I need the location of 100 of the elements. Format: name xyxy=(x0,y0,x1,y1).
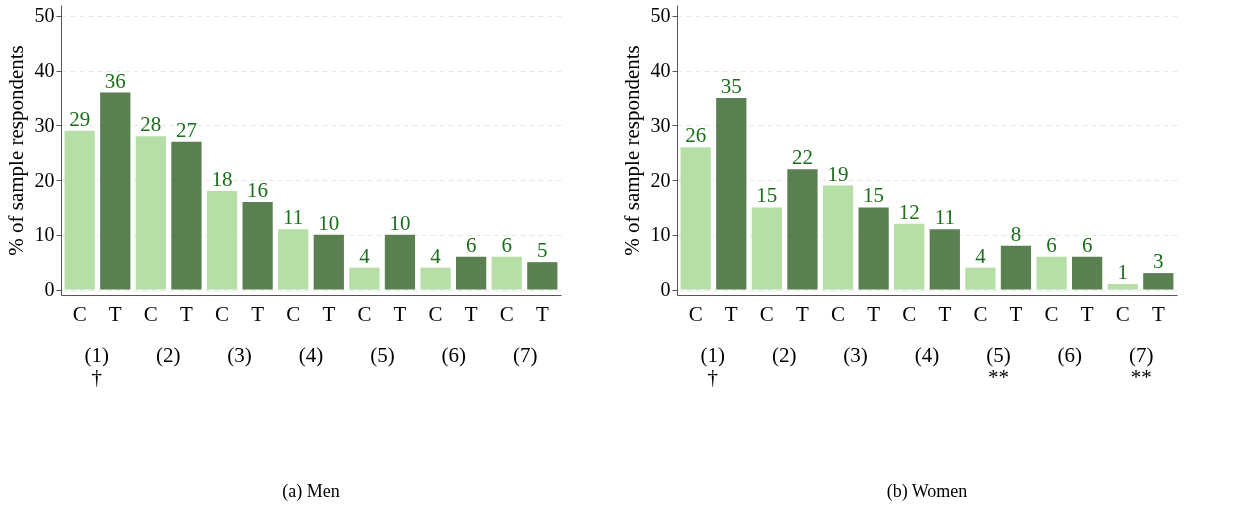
bar xyxy=(278,229,309,290)
x-tick-label: C xyxy=(215,301,230,326)
y-tick-label: 40 xyxy=(650,59,671,82)
y-tick-label: 30 xyxy=(650,113,671,136)
data-label: 4 xyxy=(430,243,442,268)
y-axis-title: % of sample respondents xyxy=(3,45,28,256)
bar xyxy=(965,267,996,290)
bar xyxy=(1107,284,1138,290)
x-tick-label: C xyxy=(143,301,158,326)
x-tick-label: C xyxy=(1115,301,1130,326)
x-tick-label: T xyxy=(867,301,881,326)
y-tick-label: 0 xyxy=(660,278,671,301)
data-label: 22 xyxy=(791,145,813,170)
data-label: 3 xyxy=(1153,249,1164,274)
y-tick-label: 10 xyxy=(650,223,671,246)
x-tick-label: C xyxy=(499,301,514,326)
data-label: 4 xyxy=(975,243,987,268)
data-label: 16 xyxy=(247,177,269,202)
data-label: 6 xyxy=(1081,232,1093,257)
text: (5) xyxy=(370,343,395,367)
data-label: 10 xyxy=(389,210,411,235)
text: (2) xyxy=(155,343,181,367)
text: (3) xyxy=(843,343,868,367)
text: (2) xyxy=(771,343,797,367)
bar xyxy=(680,147,711,290)
x-tick-label: C xyxy=(286,301,301,326)
y-tick-label: 50 xyxy=(34,4,55,27)
data-label: 29 xyxy=(69,106,91,131)
x-tick-label: T xyxy=(251,301,265,326)
text: (3) xyxy=(227,343,252,367)
bar xyxy=(822,185,854,290)
data-label: 26 xyxy=(685,123,707,148)
x-tick-label: T xyxy=(180,301,194,326)
x-tick-label: T xyxy=(938,301,952,326)
x-tick-label: C xyxy=(973,301,988,326)
y-tick-label: 20 xyxy=(650,168,671,191)
x-tick-label: T xyxy=(393,301,407,326)
text: (4) xyxy=(914,343,940,367)
bar xyxy=(100,92,131,290)
text: (1) † xyxy=(84,343,109,389)
y-tick-label: 0 xyxy=(44,278,55,301)
bar xyxy=(1036,256,1067,290)
data-label: 1 xyxy=(1117,260,1128,285)
x-tick-label: C xyxy=(831,301,846,326)
bar xyxy=(858,207,889,290)
y-tick-label: 20 xyxy=(34,168,55,191)
data-label: 4 xyxy=(359,243,371,268)
text: (5) ** xyxy=(986,343,1011,389)
bar xyxy=(894,223,925,290)
x-tick-label: T xyxy=(1080,301,1094,326)
data-label: 18 xyxy=(211,167,233,192)
data-label: 6 xyxy=(501,232,512,257)
bar xyxy=(491,256,522,290)
bar xyxy=(64,130,95,290)
x-tick-label: C xyxy=(1044,301,1059,326)
bar xyxy=(420,267,451,290)
text: (a) Men xyxy=(282,481,340,502)
bar xyxy=(1072,256,1103,290)
bar xyxy=(716,98,747,290)
text: (6) xyxy=(1057,343,1083,367)
data-label: 8 xyxy=(1010,221,1022,246)
bar xyxy=(349,267,380,290)
x-tick-label: C xyxy=(72,301,87,326)
x-tick-label: T xyxy=(108,301,122,326)
bar xyxy=(206,191,238,290)
x-tick-label: T xyxy=(464,301,478,326)
data-label: 10 xyxy=(318,210,340,235)
bar xyxy=(929,229,960,290)
bar xyxy=(527,262,558,290)
text: (1) † xyxy=(700,343,725,389)
bar xyxy=(1143,273,1174,290)
bar xyxy=(135,136,166,290)
x-tick-label: T xyxy=(1009,301,1023,326)
x-tick-label: C xyxy=(688,301,703,326)
x-tick-label: T xyxy=(796,301,810,326)
bar xyxy=(1000,245,1032,290)
text: (7) xyxy=(513,343,538,367)
text: (6) xyxy=(441,343,467,367)
bar xyxy=(751,207,782,290)
text: (4) xyxy=(298,343,324,367)
y-tick-label: 10 xyxy=(34,223,55,246)
bar xyxy=(384,234,416,290)
y-tick-label: 40 xyxy=(34,59,55,82)
data-label: 11 xyxy=(934,205,955,230)
x-tick-label: T xyxy=(535,301,549,326)
y-tick-label: 30 xyxy=(34,113,55,136)
x-tick-label: C xyxy=(357,301,372,326)
bar xyxy=(787,169,818,290)
x-tick-label: C xyxy=(428,301,443,326)
data-label: 11 xyxy=(283,205,304,230)
x-tick-label: C xyxy=(759,301,774,326)
bar xyxy=(242,201,273,290)
data-label: 15 xyxy=(756,183,778,208)
data-label: 6 xyxy=(1046,232,1057,257)
bar xyxy=(313,234,344,290)
x-tick-label: T xyxy=(724,301,738,326)
x-tick-label: C xyxy=(902,301,917,326)
bar xyxy=(171,141,202,290)
data-label: 28 xyxy=(140,112,162,137)
data-label: 27 xyxy=(175,117,197,142)
